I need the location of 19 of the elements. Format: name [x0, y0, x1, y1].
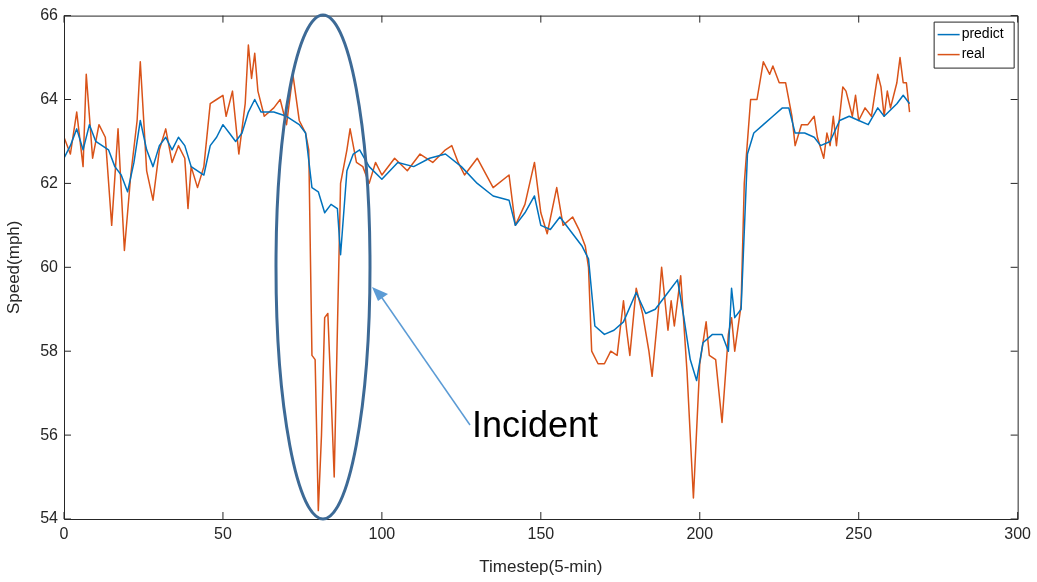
x-axis-title: Timestep(5-min)	[479, 557, 603, 577]
legend-label: predict	[961, 25, 1004, 42]
annotation: Incident	[472, 404, 599, 446]
y-tick-label: 54	[40, 509, 59, 527]
legend-label: real	[961, 45, 985, 62]
x-tick-label: 100	[368, 525, 396, 543]
y-tick-label: 62	[40, 173, 59, 191]
y-tick-label: 60	[40, 257, 59, 275]
x-tick-label: 300	[1004, 525, 1032, 543]
y-axis-title: Speed(mph)	[3, 220, 23, 315]
x-tick-label: 150	[527, 525, 555, 543]
y-tick-label: 56	[40, 425, 59, 443]
y-tick-label: 66	[40, 6, 59, 24]
x-tick-label: 50	[214, 525, 232, 543]
y-tick-label: 58	[40, 341, 59, 359]
x-tick-label: 200	[686, 525, 714, 543]
x-tick-label: 0	[59, 525, 69, 543]
y-tick-label: 64	[40, 89, 59, 107]
x-tick-label: 250	[845, 525, 873, 543]
